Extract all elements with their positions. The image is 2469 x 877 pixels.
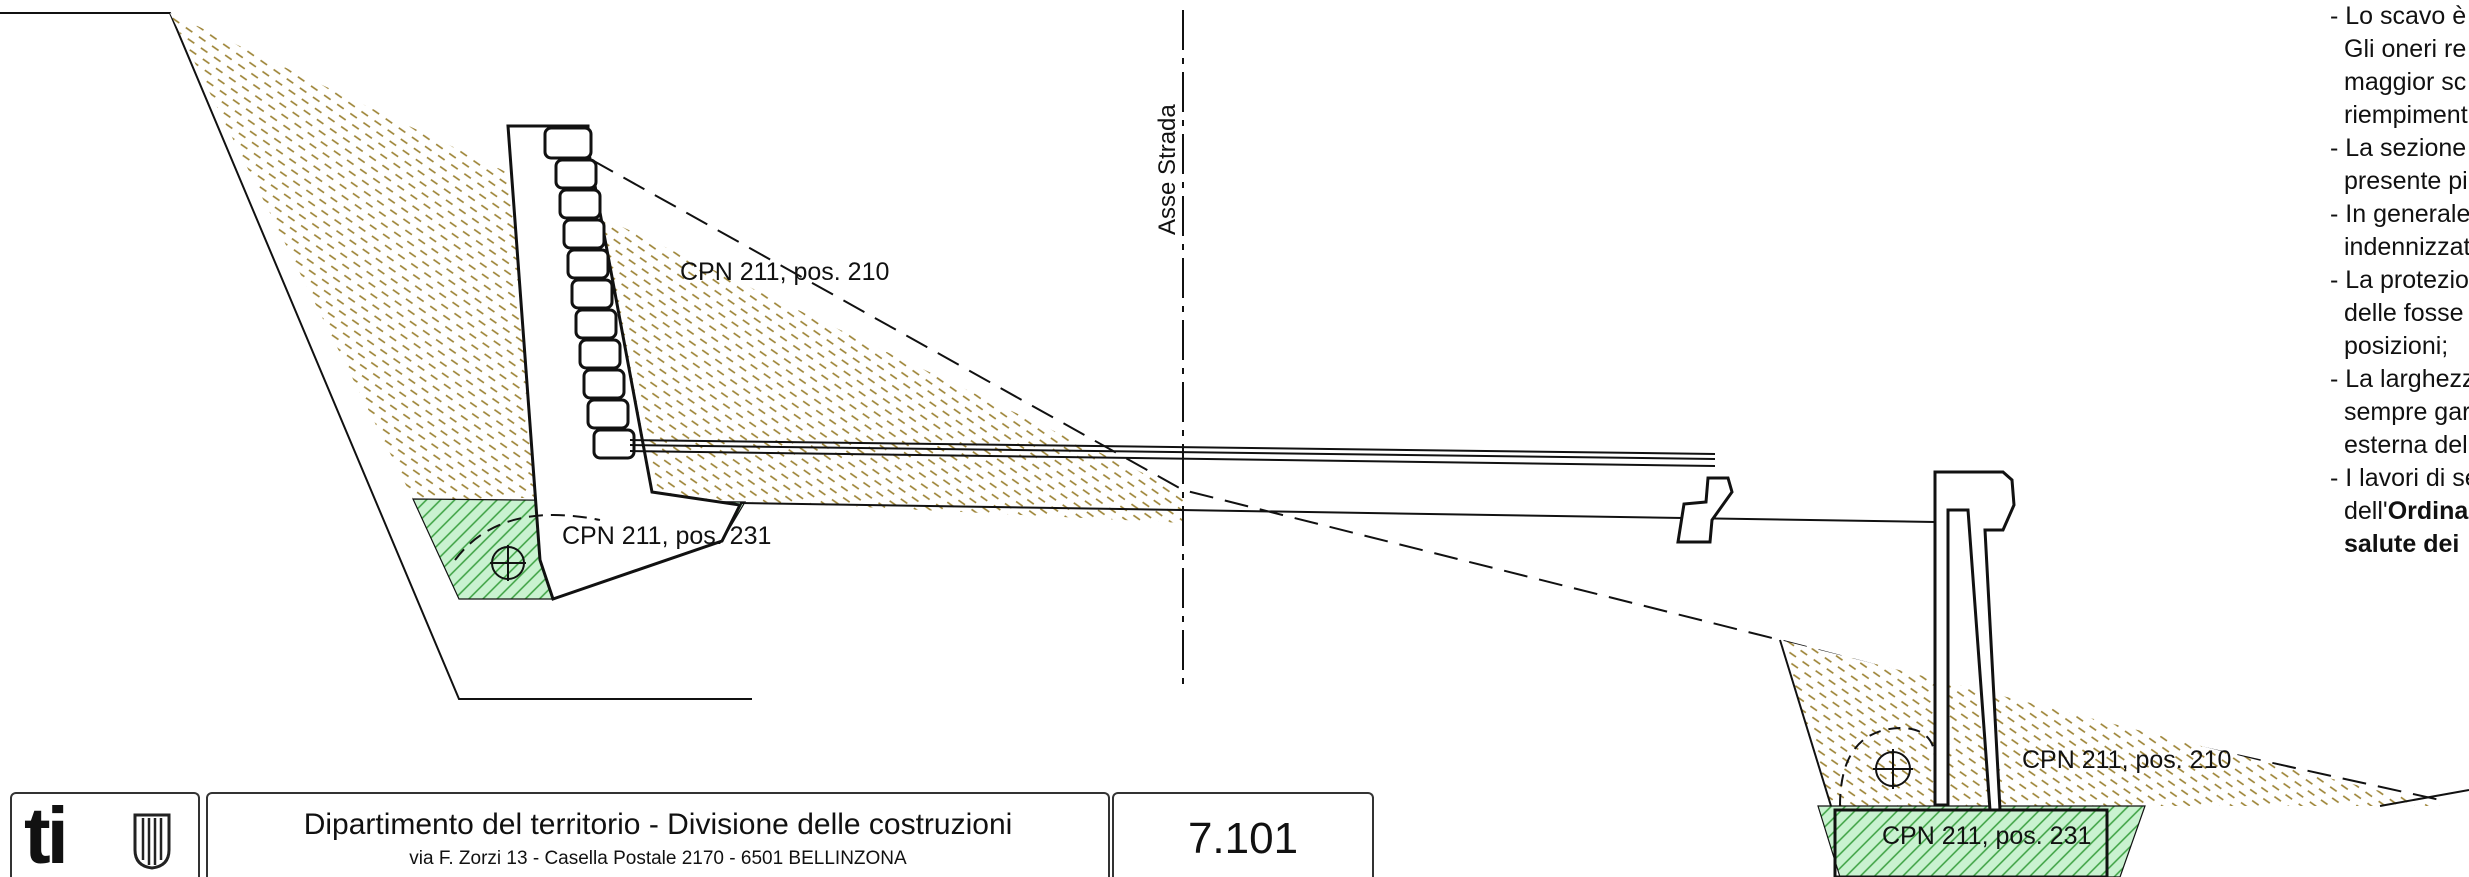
- note-line: - La larghezz: [2330, 365, 2469, 393]
- note-line: maggior sc: [2344, 68, 2467, 96]
- note-line: presente pi: [2344, 167, 2468, 195]
- department-address: via F. Zorzi 13 - Casella Postale 2170 -…: [409, 848, 907, 869]
- drain-pipe-right: [1839, 726, 1936, 807]
- label-cpn-231-right: CPN 211, pos. 231: [1882, 822, 2092, 850]
- note-bold: Ordina: [2387, 497, 2469, 525]
- notes-column: - Lo scavo è Gli oneri re maggior sc rie…: [2330, 0, 2469, 561]
- note-line: dell'Ordina: [2330, 495, 2469, 528]
- terrain-line-right-lower: [2379, 789, 2469, 807]
- label-cpn-210-right: CPN 211, pos. 210: [2022, 746, 2232, 774]
- note-line: - In generale: [2330, 200, 2469, 228]
- note-line: - La sezione: [2330, 134, 2467, 162]
- label-cpn-231-left: CPN 211, pos. 231: [562, 522, 772, 550]
- logo-box: ti: [10, 792, 200, 877]
- retaining-wall-right: [1933, 470, 2016, 812]
- note-line: esterna del: [2344, 431, 2468, 459]
- pipe-box-right: [1833, 808, 2109, 877]
- note-prefix: dell': [2344, 497, 2388, 525]
- note-line: indennizzat: [2344, 233, 2469, 261]
- terrain-line-left: [0, 12, 752, 700]
- wall-stones-left: [543, 126, 636, 460]
- note-line: - Lo scavo è: [2330, 2, 2467, 30]
- note-line: posizioni;: [2344, 332, 2449, 360]
- department-box: Dipartimento del territorio - Divisione …: [206, 792, 1110, 877]
- note-line: - La protezio: [2330, 266, 2469, 294]
- curb-right: [1676, 476, 1734, 544]
- note-line: salute dei: [2330, 528, 2469, 561]
- note-line: delle fosse: [2344, 299, 2464, 327]
- department-title: Dipartimento del territorio - Divisione …: [303, 808, 1013, 841]
- drawing-number-box: 7.101: [1112, 792, 1374, 877]
- terrain-line-right: [1779, 639, 1832, 807]
- note-line: - I lavori di se: [2330, 464, 2469, 492]
- drawing-number: 7.101: [1187, 814, 1299, 863]
- road-slab: [629, 439, 1936, 523]
- label-cpn-210-left: CPN 211, pos. 210: [680, 258, 890, 286]
- soil-fill-right: [1780, 640, 2440, 806]
- note-bold-final: salute dei: [2344, 530, 2460, 558]
- ti-logo: ti: [24, 791, 69, 877]
- note-line: Gli oneri re: [2344, 35, 2467, 63]
- drain-pipe-left: [454, 514, 601, 581]
- note-line: riempiment: [2344, 101, 2468, 129]
- note-line: sempre gar: [2344, 398, 2469, 426]
- label-road-axis: Asse Strada: [1154, 104, 1181, 235]
- gravel-fill-right: [1817, 805, 2146, 877]
- canton-shield-icon: [133, 813, 171, 870]
